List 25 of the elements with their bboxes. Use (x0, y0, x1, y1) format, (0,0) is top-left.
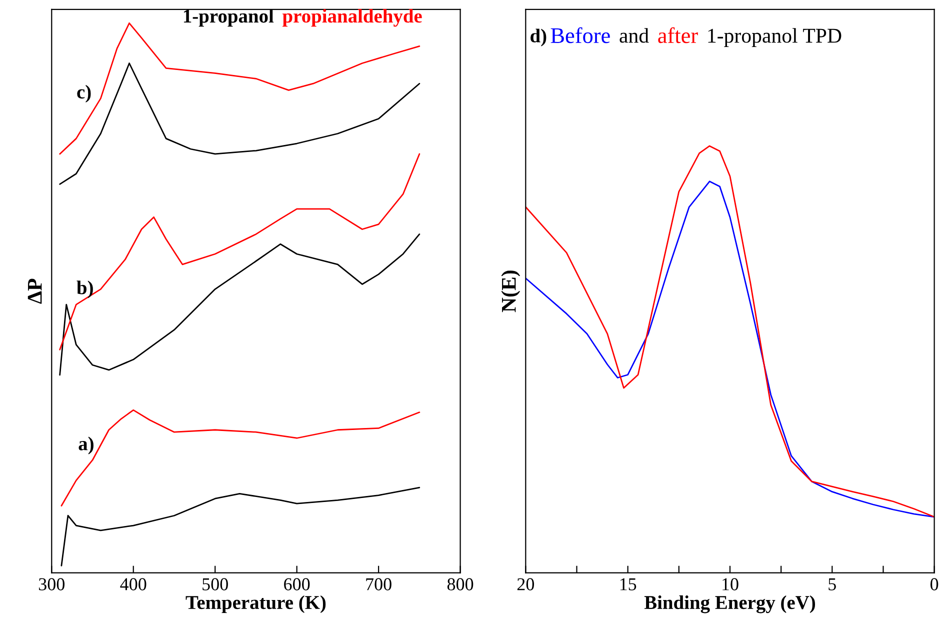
x-tick-label: 10 (722, 578, 738, 590)
x-axis-title: Binding Energy (eV) (644, 595, 816, 614)
x-tick-label: 600 (284, 578, 310, 590)
y-axis-title: N(E) (501, 270, 520, 312)
x-tick-label: 500 (202, 578, 228, 590)
x-tick-label: 0 (930, 578, 938, 590)
text: 1-propanol TPD (708, 28, 842, 48)
x-axis-title: Temperature (K) (186, 595, 326, 614)
annotation: c) (77, 84, 91, 103)
annotation: a) (78, 436, 94, 454)
x-tick-label: 5 (828, 578, 836, 590)
x-tick-label: 700 (366, 578, 392, 590)
text: 1-propanol (184, 9, 274, 27)
text: and (620, 28, 649, 43)
x-tick-label: 800 (447, 578, 474, 590)
x-tick-label: 300 (38, 578, 64, 590)
x-tick-label: 20 (517, 578, 534, 590)
text: d) (530, 28, 546, 46)
x-tick-label: 400 (120, 578, 146, 590)
x-tick-label: 15 (620, 578, 636, 590)
annotation: b) (76, 280, 93, 298)
text: after (658, 27, 698, 44)
series-label: propianaldehyde (282, 8, 422, 27)
text: Before (550, 27, 610, 44)
y-axis-title: ΔP (28, 278, 42, 304)
